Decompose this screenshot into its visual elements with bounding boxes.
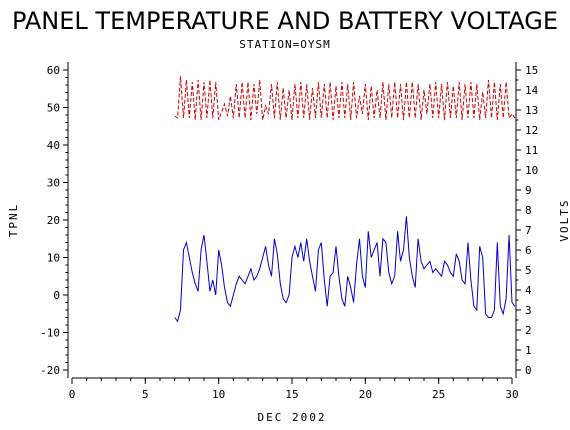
left-tick-label: 50 [47,102,60,115]
left-tick-label: 10 [47,252,60,265]
x-tick-label: 5 [142,388,149,401]
x-tick-label: 20 [359,388,372,401]
left-tick-label: 40 [47,139,60,152]
right-tick-label: 1 [525,344,532,357]
x-tick-label: 0 [69,388,76,401]
right-tick-label: 11 [525,144,538,157]
right-tick-label: 6 [525,244,532,257]
left-tick-label: 0 [53,289,60,302]
x-tick-label: 10 [212,388,225,401]
right-tick-label: 9 [525,184,532,197]
x-tick-label: 25 [432,388,445,401]
right-tick-label: 3 [525,304,532,317]
right-tick-label: 4 [525,284,532,297]
chart-title: PANEL TEMPERATURE AND BATTERY VOLTAGE [12,7,558,35]
right-tick-label: 13 [525,104,538,117]
right-tick-label: 5 [525,264,532,277]
left-tick-label: 20 [47,214,60,227]
left-tick-label: 30 [47,177,60,190]
x-tick-label: 15 [285,388,298,401]
axes [67,62,517,379]
right-tick-label: 14 [525,84,539,97]
right-tick-label: 8 [525,204,532,217]
battery-voltage-line [174,75,516,121]
right-tick-label: 15 [525,64,538,77]
panel-temperature-line [174,216,516,323]
x-tick-label: 30 [505,388,518,401]
left-tick-label: -10 [40,327,60,340]
x-axis-ticks: 0 5 10 15 20 25 30 [69,378,519,401]
series-layer [174,75,516,323]
right-tick-label: 0 [525,364,532,377]
left-tick-label: 60 [47,64,60,77]
chart-subtitle: STATION=OYSM [239,38,330,51]
right-tick-label: 10 [525,164,538,177]
y-axis-right-label: VOLTS [558,198,570,241]
left-axis-ticks: -20 -10 0 10 20 30 40 50 60 [40,64,68,377]
x-axis-label: DEC 2002 [258,411,327,424]
y-axis-left-label: TPNL [7,203,20,238]
right-tick-label: 12 [525,124,538,137]
left-tick-label: -20 [40,364,60,377]
right-tick-label: 7 [525,224,532,237]
right-tick-label: 2 [525,324,532,337]
